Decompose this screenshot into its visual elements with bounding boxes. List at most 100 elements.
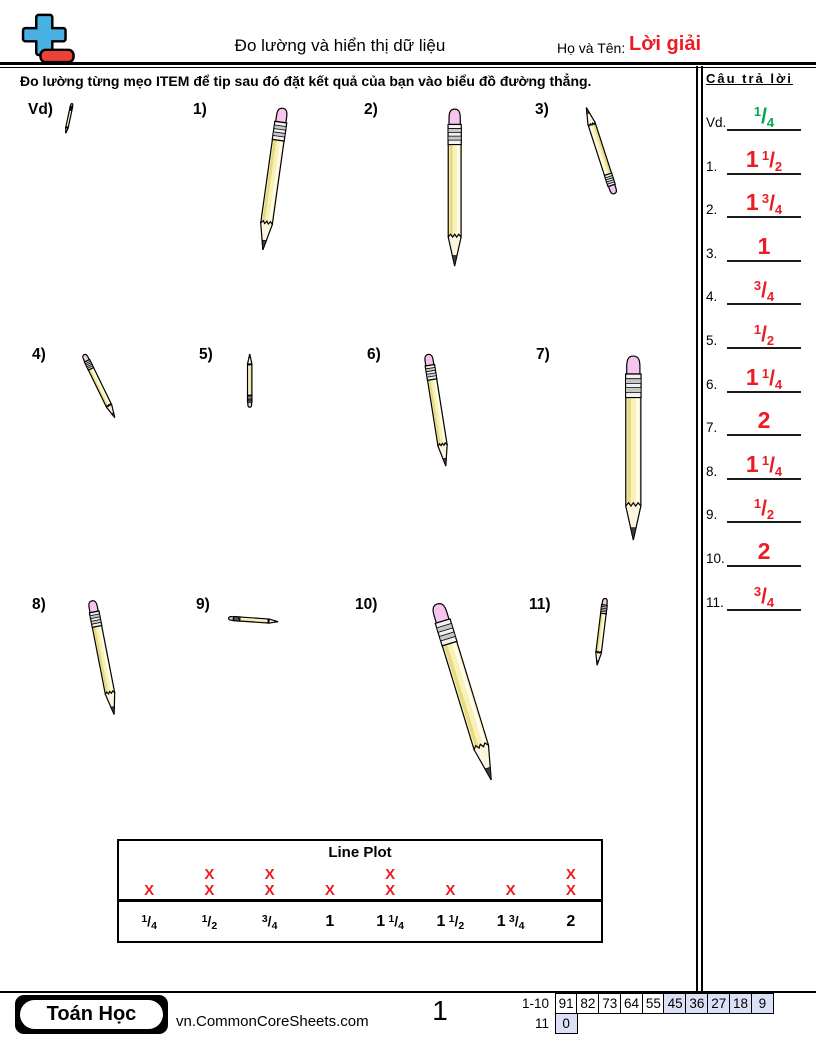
pencil-image [254,102,293,256]
answer-blank-line [727,129,801,131]
answer-item: 5. 1/2 [700,312,814,349]
pencil-graphite [274,621,277,623]
pencil-wood-tip [438,442,451,466]
answer-blank-line [727,477,801,480]
score-cell: 64 [619,993,644,1014]
pencil-ferrule [625,373,640,397]
answer-blank-line [727,172,801,175]
answer-item: 4. 3/4 [700,268,814,306]
pencil-eraser [449,109,460,124]
line-plot-tick-label: 3/4 [261,913,278,932]
answer-number: 5. [706,333,718,348]
answer-item: 9. 1/2 [700,486,814,524]
pencil-body [87,367,112,407]
pencil-graphite [443,458,448,466]
answer-value: 3/4 [753,583,775,610]
line-plot-tick-label: 1 3/4 [496,913,525,932]
score-cell: 55 [641,993,665,1014]
pencil-body [247,364,253,396]
answer-blank-line [727,608,801,611]
pencil-image [84,596,122,720]
pencil-eraser [248,403,252,408]
pencil-graphite [249,355,251,359]
pencil-ferrule [273,121,287,141]
score-row: 1-10 91 82 73 64 55 45 36 27 18 9 [504,993,774,1014]
pencil-eraser [602,598,608,605]
answer-number: Vd. [706,115,727,130]
pencil-wood-tip [105,691,119,716]
score-cell: 18 [728,993,753,1014]
problem-label: 6) [367,346,381,363]
x-mark: X [505,882,516,899]
answer-blank-line [727,390,801,393]
pencil-eraser [88,600,98,613]
problem-label: 5) [199,346,213,363]
problem-label: 2) [364,101,378,118]
pencil-graphite [585,108,590,115]
answer-number: 4. [706,289,718,305]
line-plot-axis-labels: 1/4 1/2 3/4 1 1 1/4 1 1/2 1 3/4 2 [119,905,601,939]
score-row-label: 11 [534,1015,549,1031]
score-cell: 0 [554,1012,578,1034]
score-cell: 45 [663,993,687,1014]
answer-column-divider [696,66,703,993]
answer-blank-line [727,565,801,567]
answer-blank-line [727,303,801,306]
x-mark: X [324,882,335,899]
problem-label: Vd) [28,101,53,118]
pencil-wood-tip [105,403,116,418]
pencil-image [421,349,454,471]
answer-number: 8. [706,463,718,479]
pencil-wood-tip [257,220,273,250]
score-cell: 36 [685,993,709,1014]
pencil-graphite [261,240,267,250]
line-plot-tick-label: 1/2 [201,913,218,932]
answer-number: 3. [706,245,718,261]
problem-label: 4) [32,346,46,363]
pencil-ferrule [448,124,461,144]
x-mark: X [204,882,215,899]
pencil-graphite [596,661,599,666]
answer-item: 11. 3/4 [700,574,814,611]
minus-icon [39,48,75,64]
score-row-label: 1-10 [521,996,549,1011]
answer-value: 1 1/4 [745,450,783,479]
x-mark: X [204,866,215,883]
x-mark: X [385,866,396,883]
x-mark: X [144,882,155,899]
pencil-eraser [431,602,449,623]
answer-item: 10. 2 [700,530,814,567]
answer-value: 1 3/4 [745,189,783,218]
answer-blank-line [727,216,801,219]
answer-number: 11. [706,594,724,610]
answer-item: Vd. 1/4 [700,94,814,131]
pencil-eraser [626,356,639,374]
answer-value: 1 1/2 [745,145,783,174]
x-mark: X [264,866,275,883]
pencil-graphite [453,256,458,266]
instruction-text: Đo lường từng mẹo ITEM để tip sau đó đặt… [20,73,592,89]
pencil-eraser [608,185,617,195]
line-plot-tick-label: 1 1/2 [436,913,465,932]
answer-number: 10. [706,551,725,566]
line-plot-column: X [481,862,541,899]
pencil-graphite [65,131,66,133]
answer-item: 7. 2 [700,399,814,437]
footer-rule [0,991,816,993]
answer-value: 2 [757,407,771,434]
pencil-eraser [276,107,288,122]
answer-value: 1/2 [753,496,775,523]
line-plot-tick-label: 2 [566,913,576,930]
pencil-eraser [424,353,434,365]
answer-blank-line [727,347,801,349]
x-mark: X [385,882,396,899]
answer-value: 1 [757,232,771,259]
answer-value: 3/4 [753,278,775,305]
line-plot-column: X [300,862,360,899]
line-plot-tick-label: 1 [325,913,335,930]
answer-item: 6. 1 1/4 [700,356,814,393]
